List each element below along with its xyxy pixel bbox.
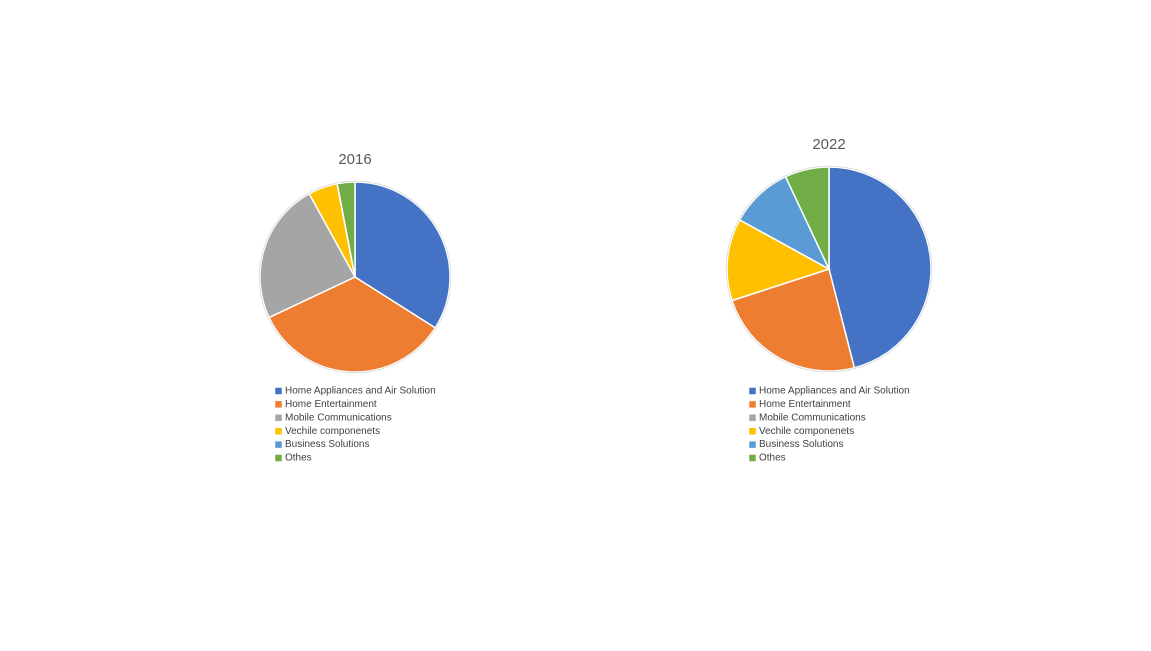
pie-slice (828, 166, 932, 369)
legend-label: Vechile componenets (285, 426, 380, 437)
legend-label: Home Entertainment (759, 399, 851, 410)
legend-swatch (748, 454, 757, 462)
legend-swatch (274, 440, 283, 449)
legend-swatch (274, 427, 283, 435)
pie-slice (336, 181, 356, 278)
pie-slice (259, 192, 357, 319)
legend-swatch (274, 414, 283, 422)
legend-swatch (274, 400, 283, 409)
legend-swatch (748, 427, 757, 435)
legend-label: Vechile componenets (759, 426, 854, 437)
legend-label: Business Solutions (285, 439, 370, 450)
pie-outline (725, 165, 933, 373)
legend-swatch (274, 387, 283, 395)
legend-label: Home Appliances and Air Solution (759, 386, 910, 397)
legend-label: Mobile Communications (285, 412, 392, 423)
legend-label: Othes (285, 453, 312, 464)
chart-title: 2016 (338, 151, 371, 168)
legend-label: Home Entertainment (285, 399, 377, 410)
legend-swatch (748, 414, 757, 422)
legend-swatch (748, 440, 757, 449)
pie-slice (731, 268, 856, 372)
legend-swatch (274, 454, 283, 462)
pie-slice (784, 166, 830, 270)
legend-label: Home Appliances and Air Solution (285, 386, 436, 397)
pie-chart: 2022 Home Appliances and Air Solution Home… (725, 136, 933, 464)
pie-slice (268, 276, 437, 373)
chart-title: 2022 (812, 136, 845, 153)
legend-swatch (748, 400, 757, 409)
legend-label: Mobile Communications (759, 412, 866, 423)
pie-outline (258, 180, 452, 374)
legend-label: Business Solutions (759, 439, 844, 450)
legend-swatch (748, 387, 757, 395)
legend-label: Othes (759, 453, 786, 464)
pie-slice (726, 218, 831, 302)
pie-chart: 2016 Home Appliances and Air Solution Home… (258, 151, 452, 464)
